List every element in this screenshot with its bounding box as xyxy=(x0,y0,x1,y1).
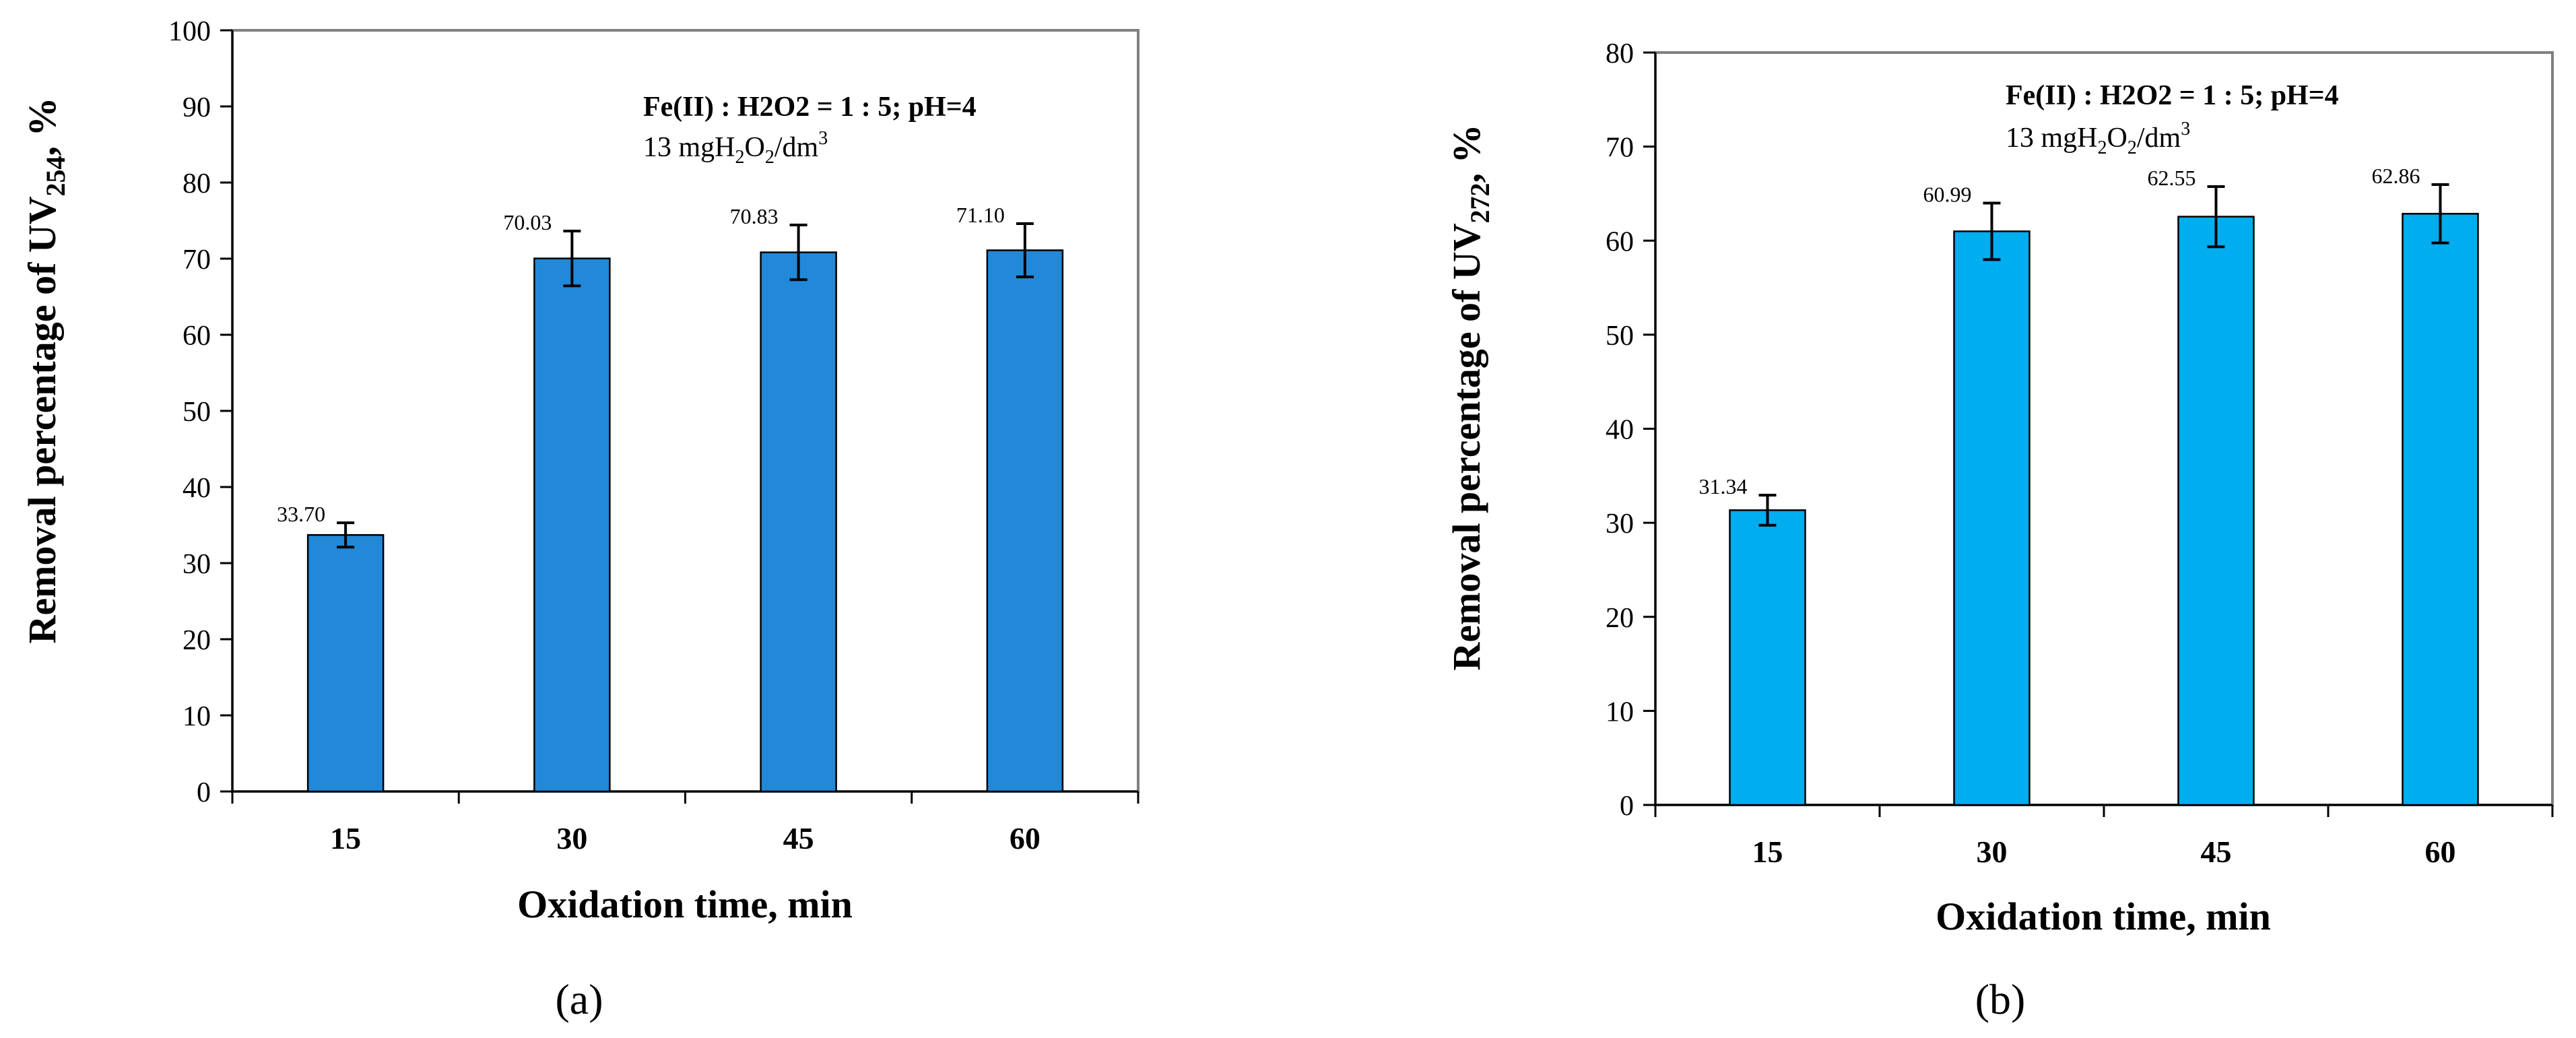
x-axis-b: 15 30 45 60 xyxy=(1654,804,2554,869)
annotation-dose-a: 13 mgH2O2/dm3 xyxy=(643,128,828,168)
error-bar xyxy=(563,229,581,288)
y-tick-label: 40 xyxy=(183,473,211,504)
bar xyxy=(2402,213,2479,806)
bar xyxy=(1729,509,1806,806)
error-bar xyxy=(1016,222,1034,279)
chart-b: 0 10 20 30 40 50 60 70 80 15 30 45 60 31.34 60.99 62.… xyxy=(1445,38,2554,1023)
y-tick-label: 70 xyxy=(183,245,211,275)
y-axis-b: 0 10 20 30 40 50 60 70 80 xyxy=(1606,38,1657,822)
data-label: 60.99 xyxy=(1923,183,1972,207)
bar xyxy=(760,251,837,793)
annotation-ratio-a: Fe(II) : H2O2 = 1 : 5; pH=4 xyxy=(643,92,977,123)
x-tick-label: 30 xyxy=(556,821,587,855)
data-label: 31.34 xyxy=(1699,474,1748,498)
y-tick-label: 60 xyxy=(1606,226,1634,257)
panel-label-b: (b) xyxy=(1975,975,2026,1023)
y-tick-label: 10 xyxy=(1606,696,1634,727)
y-tick-label: 40 xyxy=(1606,415,1634,446)
y-tick-label: 20 xyxy=(183,625,211,656)
bar xyxy=(306,533,385,793)
error-bar xyxy=(2207,185,2225,249)
y-tick-label: 30 xyxy=(183,549,211,580)
x-tick-label: 15 xyxy=(1752,835,1783,869)
data-label: 62.55 xyxy=(2148,166,2196,190)
y-tick-label: 80 xyxy=(1606,38,1634,69)
y-tick-label: 30 xyxy=(1606,509,1634,540)
y-tick-label: 50 xyxy=(1606,321,1634,352)
error-bar xyxy=(789,223,807,282)
error-bar xyxy=(337,521,355,549)
data-label: 70.83 xyxy=(730,204,779,228)
y-tick-label: 0 xyxy=(197,777,211,808)
bar xyxy=(1953,230,2030,806)
y-tick-label: 50 xyxy=(183,397,211,428)
x-tick-label: 15 xyxy=(330,821,361,855)
y-axis-a: 0 10 20 30 40 50 60 70 80 90 100 xyxy=(168,16,234,808)
x-axis-label-b: Oxidation time, min xyxy=(1936,895,2271,938)
bar xyxy=(2177,216,2255,806)
x-tick-label: 60 xyxy=(2425,835,2456,869)
y-axis-label-a: Removal percentage of UV254, % xyxy=(20,97,71,643)
x-tick-label: 60 xyxy=(1010,821,1041,855)
y-tick-label: 20 xyxy=(1606,603,1634,634)
x-tick-label: 45 xyxy=(2201,835,2232,869)
annotation-ratio-b: Fe(II) : H2O2 = 1 : 5; pH=4 xyxy=(2006,80,2339,111)
x-tick-label: 45 xyxy=(783,821,814,855)
y-tick-label: 10 xyxy=(183,701,211,732)
bars-a: 33.70 70.03 70.83 71.10 xyxy=(277,203,1064,793)
bars-b: 31.34 60.99 62.55 62.86 xyxy=(1699,164,2479,806)
y-tick-label: 0 xyxy=(1620,791,1634,822)
data-label: 33.70 xyxy=(277,502,325,526)
panel-label-a: (a) xyxy=(555,975,603,1023)
x-tick-label: 30 xyxy=(1977,835,2008,869)
x-axis-a: 15 30 45 60 xyxy=(231,790,1140,855)
chart-a: 0 10 20 30 40 50 60 70 80 90 100 15 30 45 60 33.70 70.… xyxy=(20,16,1140,1023)
y-axis-label-b: Removal percentage of UV272, % xyxy=(1445,124,1495,670)
y-tick-label: 90 xyxy=(183,92,211,123)
error-bar xyxy=(1758,494,1777,527)
bar xyxy=(986,249,1064,793)
data-label: 70.03 xyxy=(503,210,552,234)
data-label: 62.86 xyxy=(2372,164,2420,188)
y-tick-label: 100 xyxy=(168,16,211,47)
x-axis-label-a: Oxidation time, min xyxy=(517,882,853,926)
y-tick-label: 60 xyxy=(183,321,211,352)
y-tick-label: 70 xyxy=(1606,133,1634,164)
bar xyxy=(533,257,611,793)
annotation-dose-b: 13 mgH2O2/dm3 xyxy=(2006,119,2190,158)
error-bar xyxy=(1983,201,2001,261)
error-bar xyxy=(2431,183,2449,245)
y-tick-label: 80 xyxy=(183,168,211,199)
data-label: 71.10 xyxy=(956,203,1005,227)
